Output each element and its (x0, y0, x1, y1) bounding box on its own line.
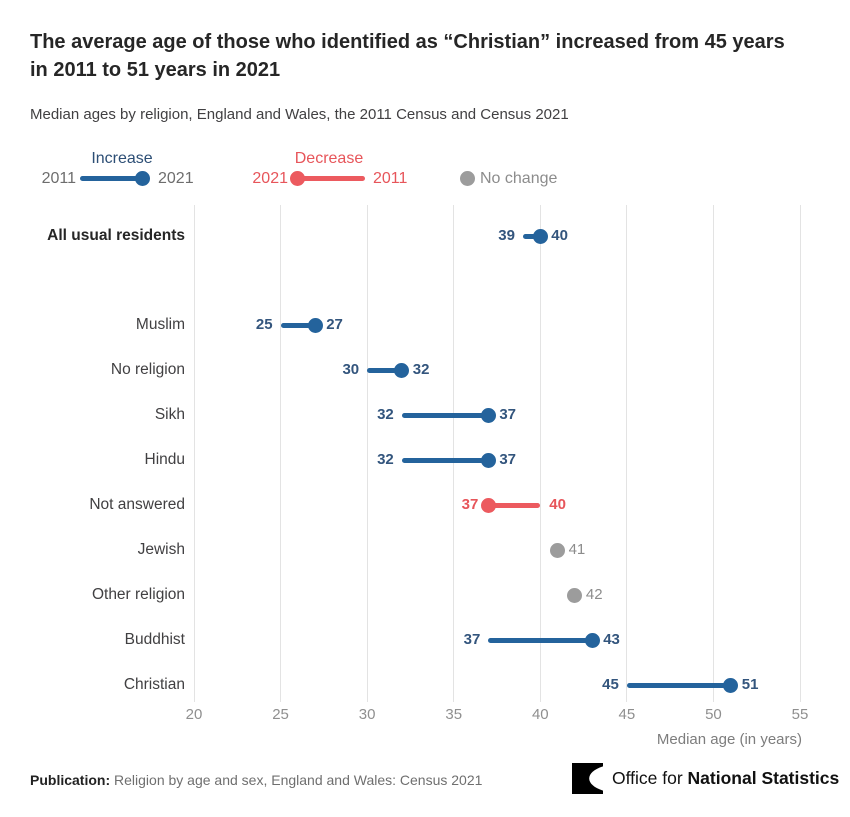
dumbbell-dot-2021 (307, 317, 323, 333)
gridline (539, 205, 541, 702)
value-label-2011: 39 (498, 227, 515, 244)
publication-label: Publication: (30, 772, 111, 788)
ons-logo-text-bold: National Statistics (687, 768, 840, 788)
ons-logo: Office for National Statistics (572, 763, 839, 794)
value-label-2011: 45 (602, 676, 619, 693)
ons-logo-text: Office for National Statistics (612, 768, 839, 789)
no-change-dot (550, 542, 566, 558)
value-label-2011: 25 (255, 316, 273, 333)
value-label-2021: 43 (603, 631, 620, 648)
dumbbell-dot-2021 (532, 228, 548, 244)
value-label-2011: 30 (342, 361, 360, 378)
dumbbell-line (626, 682, 731, 688)
row-label: Christian (123, 676, 185, 693)
title-line-2: in 2011 to 51 years in 2021 (30, 59, 281, 81)
legend-decrease-line (297, 176, 365, 181)
dumbbell-line (488, 502, 541, 508)
legend-increase-label: Increase (91, 150, 153, 167)
value-label: 41 (568, 541, 586, 558)
x-tick-label: 50 (705, 706, 722, 723)
legend-increase-line (80, 176, 142, 181)
x-tick-label: 30 (358, 706, 376, 723)
dumbbell-dot-2021 (723, 677, 739, 693)
value-label-2011: 40 (549, 496, 566, 513)
value-label-2021: 37 (499, 406, 517, 423)
gridline (799, 205, 801, 702)
dumbbell-dot-2021 (394, 362, 410, 378)
value-label-2021: 40 (551, 227, 568, 244)
title-line-1: The average age of those who identified … (30, 31, 785, 53)
value-label-2011: 37 (463, 631, 481, 648)
value-label-2021: 37 (499, 451, 517, 468)
gridline (366, 205, 368, 702)
x-tick-label: 40 (531, 706, 549, 723)
row-label: All usual residents (47, 227, 185, 244)
ons-logo-icon (572, 763, 603, 794)
row-label: Not answered (89, 496, 185, 513)
value-label-2021: 37 (461, 496, 479, 513)
legend-increase-start-year: 2011 (41, 170, 76, 187)
gridline (453, 205, 455, 702)
row-label: Buddhist (124, 631, 185, 648)
value-label-2021: 27 (326, 316, 343, 333)
dumbbell-dot-2021 (480, 407, 496, 423)
ons-logo-text-regular: Office for (612, 768, 688, 788)
dumbbell-line (280, 322, 316, 328)
dumbbell-line (401, 457, 489, 463)
dumbbell-line (401, 412, 489, 418)
x-tick-label: 20 (185, 706, 203, 723)
legend-decrease-start-year: 2021 (252, 170, 288, 187)
dumbbell-line (522, 233, 541, 239)
legend-decrease-end-year: 2011 (373, 170, 408, 187)
value-label-2021: 51 (741, 676, 759, 693)
x-tick-label: 35 (445, 706, 463, 723)
dumbbell-dot-2021 (584, 632, 600, 648)
row-label: Jewish (137, 541, 185, 558)
row-label: Muslim (135, 316, 185, 333)
row-label: Other religion (91, 586, 185, 603)
value-label-2011: 32 (377, 406, 394, 423)
gridline (193, 205, 195, 702)
x-tick-label: 55 (791, 706, 809, 723)
legend-no-change-label: No change (480, 170, 558, 187)
value-label-2011: 32 (377, 451, 394, 468)
row-label: Sikh (154, 406, 185, 423)
x-tick-label: 25 (272, 706, 289, 723)
legend-increase-dot (135, 171, 150, 186)
dumbbell-line (488, 637, 593, 643)
page-title: The average age of those who identified … (30, 28, 825, 84)
value-label: 42 (585, 586, 603, 603)
gridline (626, 205, 628, 702)
row-label: Hindu (144, 451, 186, 468)
publication-text: Religion by age and sex, England and Wal… (110, 772, 483, 788)
row-label: No religion (110, 361, 185, 378)
no-change-dot (567, 587, 583, 603)
x-axis-title: Median age (in years) (656, 731, 802, 748)
dumbbell-line (367, 367, 402, 373)
dumbbell-dot-2021 (480, 452, 496, 468)
legend-no-change-dot (460, 171, 475, 186)
gridline (280, 205, 282, 702)
gridline (712, 205, 714, 702)
legend-increase-end-year: 2021 (158, 170, 194, 187)
publication-note: Publication: Religion by age and sex, En… (30, 772, 482, 788)
value-label-2021: 32 (412, 361, 430, 378)
x-tick-label: 45 (618, 706, 636, 723)
page-subtitle: Median ages by religion, England and Wal… (30, 106, 569, 123)
legend-decrease-label: Decrease (294, 150, 364, 167)
dumbbell-dot-2021 (480, 497, 496, 513)
